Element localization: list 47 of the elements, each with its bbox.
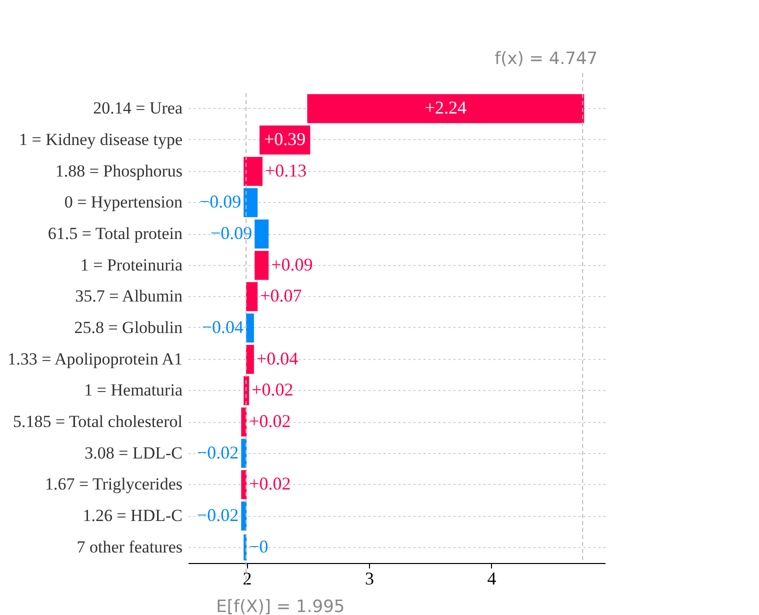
y-tick-label: 5.185 = Total cholesterol [12,412,183,431]
data-label: −0 [249,536,268,556]
data-label: −0.02 [197,442,239,462]
bar [241,408,247,436]
bar [246,314,254,342]
data-label: −0.02 [197,505,239,525]
data-label: −0.04 [202,317,244,337]
y-tick-label: 25.8 = Globulin [74,318,183,337]
data-label: +0.02 [252,380,294,400]
bar [241,438,247,468]
y-tick-label: 1 = Kidney disease type [19,130,182,149]
data-label: +0.39 [264,129,306,149]
data-label: +0.04 [256,348,298,368]
y-tick-label: 3.08 = LDL-C [84,443,182,462]
ref-line-label: E[f(X)] = 1.995 [216,597,345,615]
ref-line-label: f(x) = 4.747 [494,49,598,69]
data-label: +0.13 [265,160,307,180]
y-tick-label: 20.14 = Urea [93,98,183,118]
data-label: +0.09 [271,254,313,274]
bar [246,344,254,374]
bar [244,188,258,218]
bar [244,156,263,186]
bar [307,94,584,124]
x-tick-label: 2 [242,568,252,588]
bar [241,502,247,530]
y-tick-label: 61.5 = Total protein [48,224,183,243]
bar [254,250,269,280]
data-label: +0.02 [249,411,291,431]
bar [246,282,258,312]
bar [241,470,247,500]
y-tick-label: 1.33 = Apolipoprotein A1 [8,349,182,368]
x-tick-label: 4 [487,568,496,588]
data-label: +0.07 [260,286,302,306]
y-tick-label: 1 = Proteinuria [80,255,183,274]
data-label: −0.09 [199,192,242,212]
x-tick-label: 3 [364,568,374,588]
y-tick-label: 1.26 = HDL-C [82,506,182,525]
data-label: −0.09 [210,223,252,243]
y-tick-label: 1 = Hematuria [84,380,183,400]
bar [254,220,269,248]
y-tick-label: 1.88 = Phosphorus [55,161,182,180]
y-tick-label: 1.67 = Triglycerides [44,474,182,494]
y-tick-label: 7 other features [76,537,182,556]
y-tick-label: 0 = Hypertension [64,192,183,212]
data-label: +2.24 [424,98,466,118]
data-label: +0.02 [249,474,291,494]
y-tick-label: 35.7 = Albumin [75,286,183,306]
